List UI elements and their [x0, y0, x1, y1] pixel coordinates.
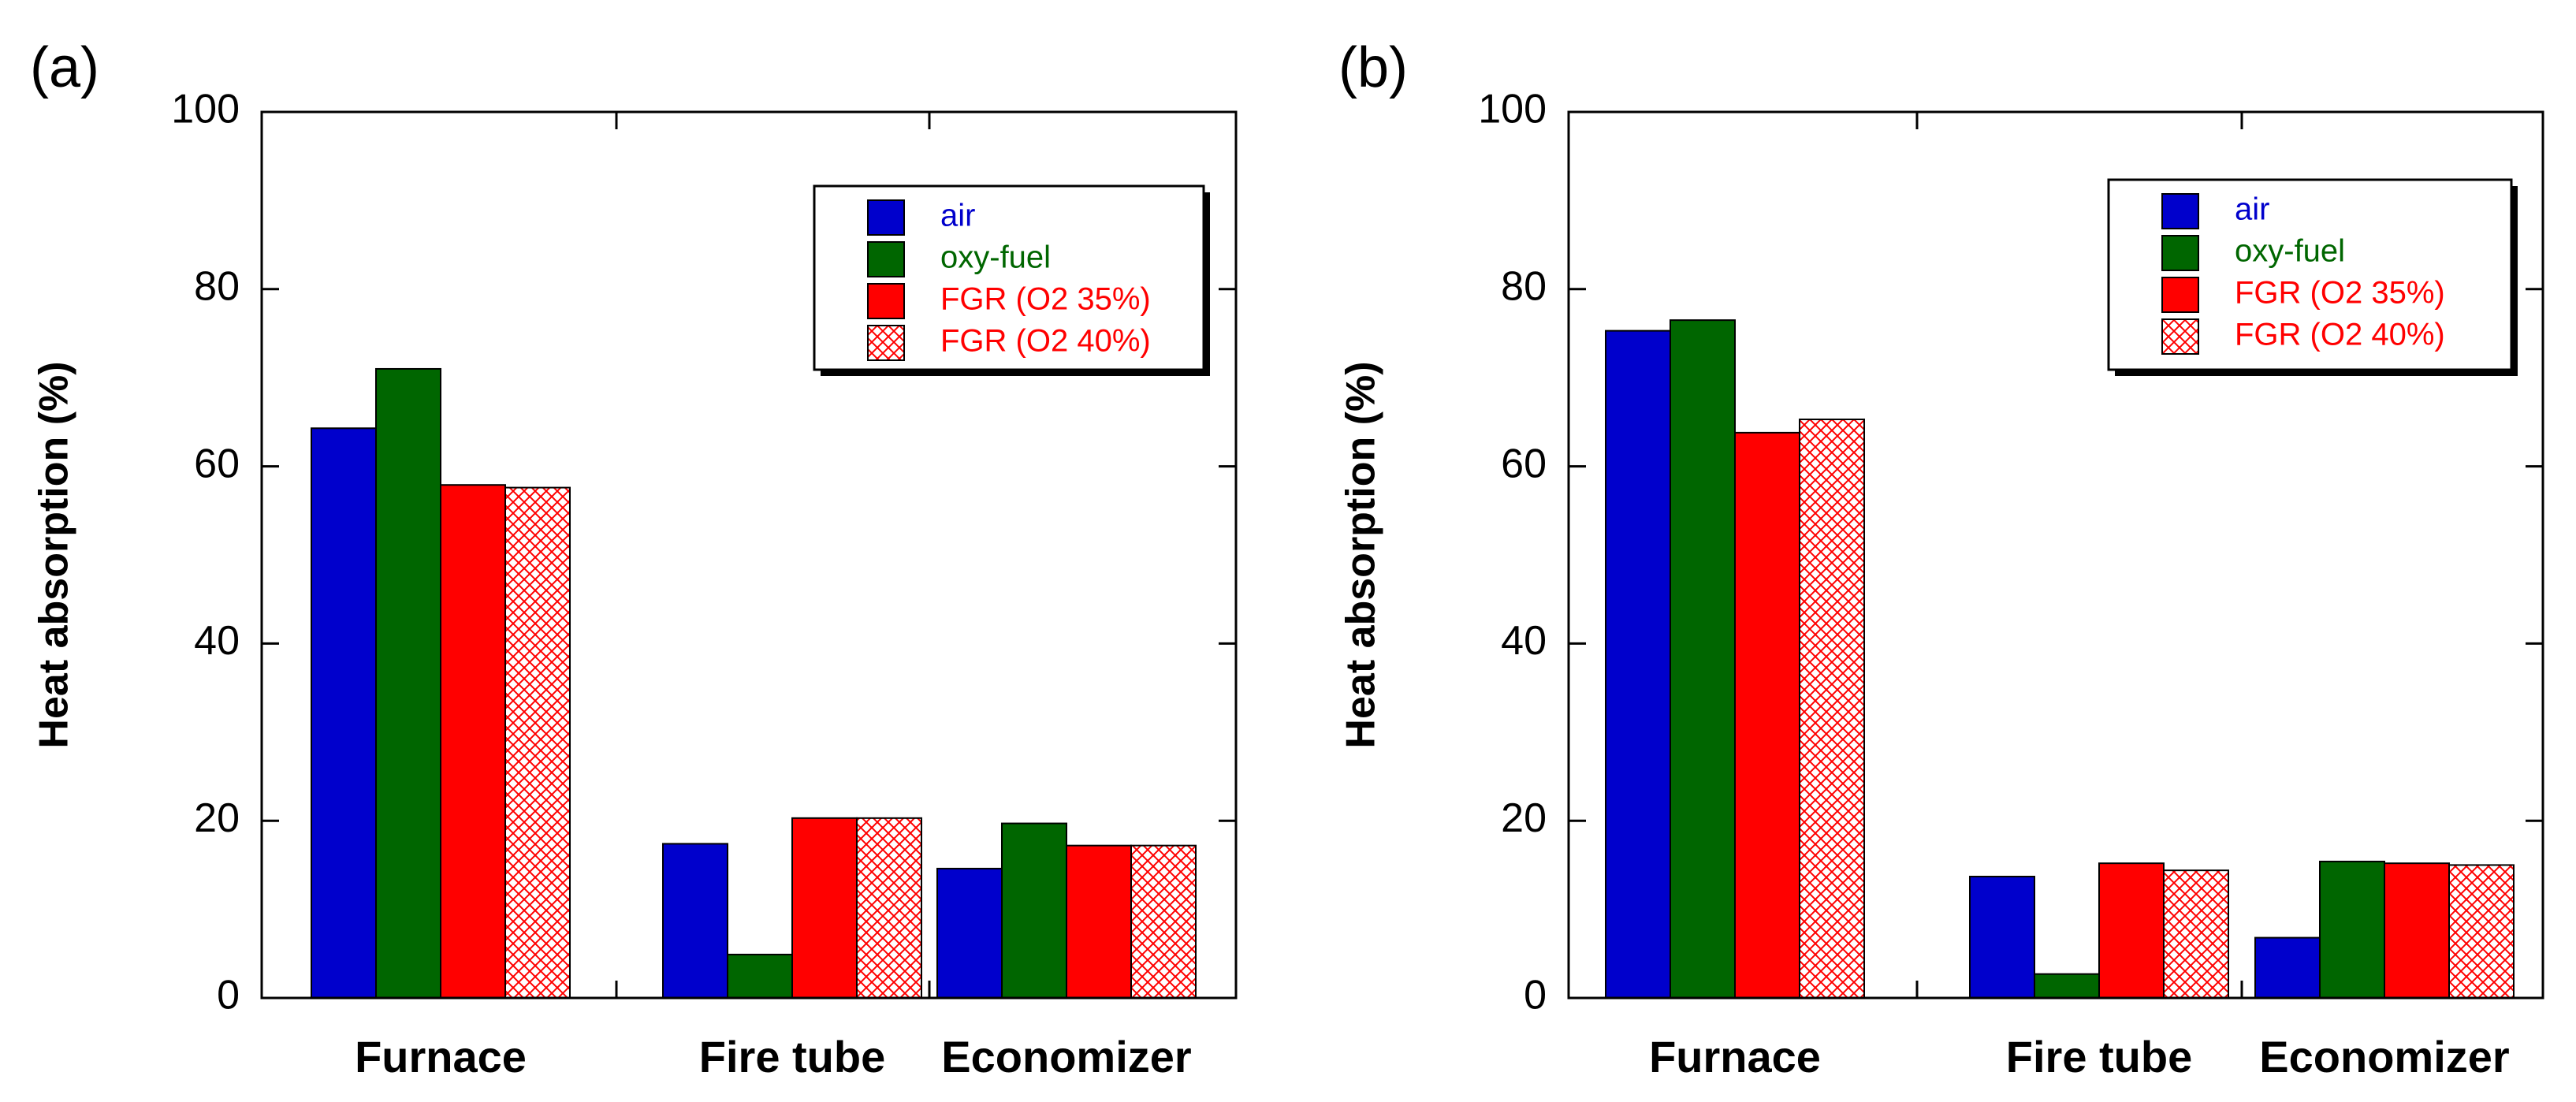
x-tick-label: Fire tube — [2006, 1032, 2192, 1082]
x-tick-label: Economizer — [2259, 1032, 2509, 1082]
y-tick-label: 40 — [1501, 618, 1547, 664]
bar — [1734, 431, 1800, 999]
x-tick-label: Economizer — [941, 1032, 1191, 1082]
y-axis-label: Heat absorption (%) — [32, 361, 77, 748]
bar — [1130, 844, 1197, 999]
bar — [791, 817, 858, 999]
y-tick-label: 40 — [194, 618, 240, 664]
panel-label: (b) — [1338, 36, 1408, 99]
legend: air oxy-fuel FGR (O2 35%) FGR (O2 40%) — [2107, 178, 2518, 376]
x-tick-label: Furnace — [1649, 1032, 1821, 1082]
y-tick-label: 80 — [1501, 264, 1547, 310]
y-tick-label: 80 — [194, 264, 240, 310]
legend-entry: FGR (O2 40%) — [2235, 318, 2445, 352]
y-tick-label: 60 — [1501, 441, 1547, 486]
bar — [504, 486, 571, 999]
chart-panel-1: (a) Heat absorption (%) Furnace Fire tube Ec… — [30, 36, 1238, 1082]
bar — [1066, 844, 1132, 999]
bar — [375, 367, 441, 999]
bar — [727, 953, 793, 999]
bar — [856, 817, 922, 999]
y-tick-label: 20 — [194, 795, 240, 841]
bar — [2319, 860, 2385, 1000]
bar — [662, 843, 728, 999]
bar — [440, 484, 506, 999]
bar — [1799, 419, 1865, 999]
bar — [2163, 869, 2229, 1000]
legend-swatch — [2161, 235, 2199, 271]
bar — [1605, 329, 1671, 999]
y-tick-label: 20 — [1501, 795, 1547, 841]
chart-panel-2: (b) Heat absorption (%) Furnace Fire tube Ec… — [1338, 36, 2544, 1082]
y-tick-label: 0 — [1524, 973, 1547, 1018]
bar — [311, 427, 377, 999]
legend-swatch — [867, 283, 905, 319]
legend-entry: air — [2235, 192, 2269, 227]
legend-swatch — [2161, 277, 2199, 313]
legend-entry: FGR (O2 35%) — [940, 282, 1151, 317]
legend-entry: FGR (O2 35%) — [2235, 276, 2445, 311]
x-tick-label: Furnace — [355, 1032, 527, 1082]
legend-entry: oxy-fuel — [940, 240, 1051, 275]
legend-swatch — [867, 325, 905, 361]
bar — [1001, 822, 1067, 1000]
bar — [2384, 862, 2450, 999]
bar — [2448, 864, 2515, 1000]
bar — [2254, 936, 2321, 999]
plot-frame — [260, 110, 1238, 1000]
legend-entry: FGR (O2 40%) — [940, 324, 1151, 359]
bar — [2034, 973, 2100, 999]
y-tick-label: 100 — [171, 87, 240, 132]
legend-swatch — [867, 199, 905, 236]
y-tick-label: 60 — [194, 441, 240, 486]
y-tick-label: 100 — [1478, 87, 1547, 132]
bar — [2098, 862, 2165, 999]
y-tick-label: 0 — [217, 973, 240, 1018]
legend: air oxy-fuel FGR (O2 35%) FGR (O2 40%) — [813, 184, 1210, 376]
legend-swatch — [867, 241, 905, 277]
plot-frame — [1567, 110, 2544, 1000]
y-axis-label: Heat absorption (%) — [1338, 361, 1384, 748]
legend-entry: air — [940, 199, 975, 233]
legend-swatch — [2161, 193, 2199, 229]
bar — [936, 867, 1003, 999]
bar — [1670, 319, 1736, 999]
x-tick-label: Fire tube — [699, 1032, 885, 1082]
legend-entry: oxy-fuel — [2235, 234, 2345, 269]
bar — [1969, 876, 2035, 999]
legend-swatch — [2161, 318, 2199, 355]
panel-label: (a) — [30, 36, 99, 99]
